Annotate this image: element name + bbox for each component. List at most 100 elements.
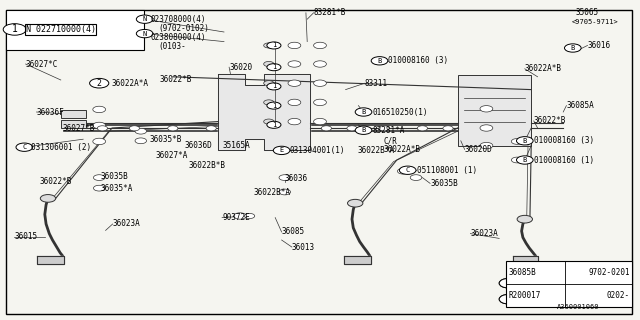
Bar — [61, 110, 86, 118]
Text: N: N — [143, 31, 147, 36]
Circle shape — [517, 215, 532, 223]
Text: 1: 1 — [272, 103, 276, 108]
Text: 36035B: 36035B — [430, 179, 458, 188]
Text: 1: 1 — [272, 84, 276, 89]
Text: B: B — [523, 157, 527, 163]
Text: (0103-: (0103- — [159, 42, 186, 51]
Text: 36013: 36013 — [292, 243, 315, 252]
Text: N 022710000(4): N 022710000(4) — [26, 25, 95, 34]
Bar — [506, 261, 632, 307]
Circle shape — [273, 146, 290, 155]
Circle shape — [499, 294, 518, 304]
Circle shape — [267, 42, 281, 49]
Text: 36036D: 36036D — [184, 141, 212, 150]
Text: 83281*A: 83281*A — [372, 126, 405, 135]
Circle shape — [93, 175, 105, 180]
Circle shape — [499, 278, 518, 288]
Text: 36016: 36016 — [588, 41, 611, 50]
Text: 031306001 (2): 031306001 (2) — [31, 143, 91, 152]
Text: 36035*A: 36035*A — [100, 184, 133, 193]
Circle shape — [93, 138, 106, 145]
Circle shape — [480, 106, 493, 112]
Circle shape — [371, 57, 388, 65]
Circle shape — [480, 125, 493, 131]
Bar — [458, 75, 531, 146]
Circle shape — [480, 142, 493, 149]
Circle shape — [499, 278, 518, 288]
Text: 2: 2 — [506, 279, 511, 288]
Circle shape — [288, 118, 301, 125]
Circle shape — [347, 126, 357, 131]
Text: 36035B: 36035B — [100, 172, 128, 181]
Text: 36022B*A: 36022B*A — [357, 146, 394, 155]
Bar — [6, 10, 144, 50]
Text: 36022B*B: 36022B*B — [189, 161, 226, 170]
Circle shape — [288, 42, 301, 49]
Text: 023708000(4): 023708000(4) — [150, 15, 206, 24]
Circle shape — [443, 126, 453, 131]
Text: E: E — [280, 148, 284, 153]
Circle shape — [136, 29, 153, 38]
Circle shape — [511, 157, 523, 163]
Circle shape — [267, 64, 281, 71]
Text: B: B — [362, 109, 365, 115]
Circle shape — [135, 128, 147, 134]
Circle shape — [516, 156, 533, 164]
Circle shape — [264, 81, 274, 86]
Circle shape — [135, 138, 147, 144]
Circle shape — [206, 126, 216, 131]
Polygon shape — [218, 74, 310, 150]
Circle shape — [288, 61, 301, 67]
Circle shape — [267, 102, 281, 109]
Text: 2: 2 — [97, 79, 102, 88]
Text: 010008160 (1): 010008160 (1) — [534, 156, 594, 164]
Circle shape — [90, 78, 109, 88]
Circle shape — [279, 189, 291, 195]
Text: 83311: 83311 — [365, 79, 388, 88]
Circle shape — [40, 195, 56, 202]
Circle shape — [264, 43, 274, 48]
Circle shape — [234, 213, 246, 219]
Polygon shape — [344, 256, 371, 264]
Circle shape — [379, 126, 389, 131]
Text: 36027*B: 36027*B — [63, 124, 95, 133]
Circle shape — [399, 166, 416, 174]
Text: 2: 2 — [506, 279, 511, 288]
Text: <9705-9711>: <9705-9711> — [572, 19, 618, 25]
Text: 36085B: 36085B — [509, 268, 536, 277]
Circle shape — [267, 121, 281, 128]
Text: 1: 1 — [272, 43, 276, 48]
Circle shape — [288, 80, 301, 86]
Circle shape — [355, 108, 372, 116]
Circle shape — [168, 126, 178, 131]
Text: 010008160 (3): 010008160 (3) — [388, 56, 449, 65]
Text: C: C — [22, 144, 26, 150]
Circle shape — [264, 100, 274, 105]
Text: 83281*B: 83281*B — [314, 8, 346, 17]
Text: 36022B*A: 36022B*A — [253, 188, 291, 197]
Circle shape — [267, 83, 281, 90]
Text: B: B — [362, 127, 365, 133]
Circle shape — [93, 106, 106, 113]
Circle shape — [314, 42, 326, 49]
Circle shape — [348, 199, 363, 207]
Text: R: R — [506, 295, 511, 304]
Text: 36022A*B: 36022A*B — [525, 64, 562, 73]
Text: 051108001 (1): 051108001 (1) — [417, 166, 477, 175]
Text: 36020D: 36020D — [465, 145, 492, 154]
Circle shape — [516, 137, 533, 145]
Text: 36027*A: 36027*A — [156, 151, 188, 160]
Circle shape — [417, 126, 428, 131]
Text: B: B — [571, 45, 575, 51]
Polygon shape — [513, 256, 538, 263]
Text: 36023A: 36023A — [113, 220, 140, 228]
Text: B: B — [523, 138, 527, 144]
Text: 36022*B: 36022*B — [534, 116, 566, 125]
Polygon shape — [37, 256, 64, 264]
Circle shape — [244, 213, 255, 219]
Text: 36022A*B: 36022A*B — [384, 145, 421, 154]
Text: 90372E: 90372E — [222, 213, 250, 222]
Circle shape — [16, 143, 33, 151]
Text: 36015: 36015 — [14, 232, 37, 241]
Text: 36036: 36036 — [285, 174, 308, 183]
